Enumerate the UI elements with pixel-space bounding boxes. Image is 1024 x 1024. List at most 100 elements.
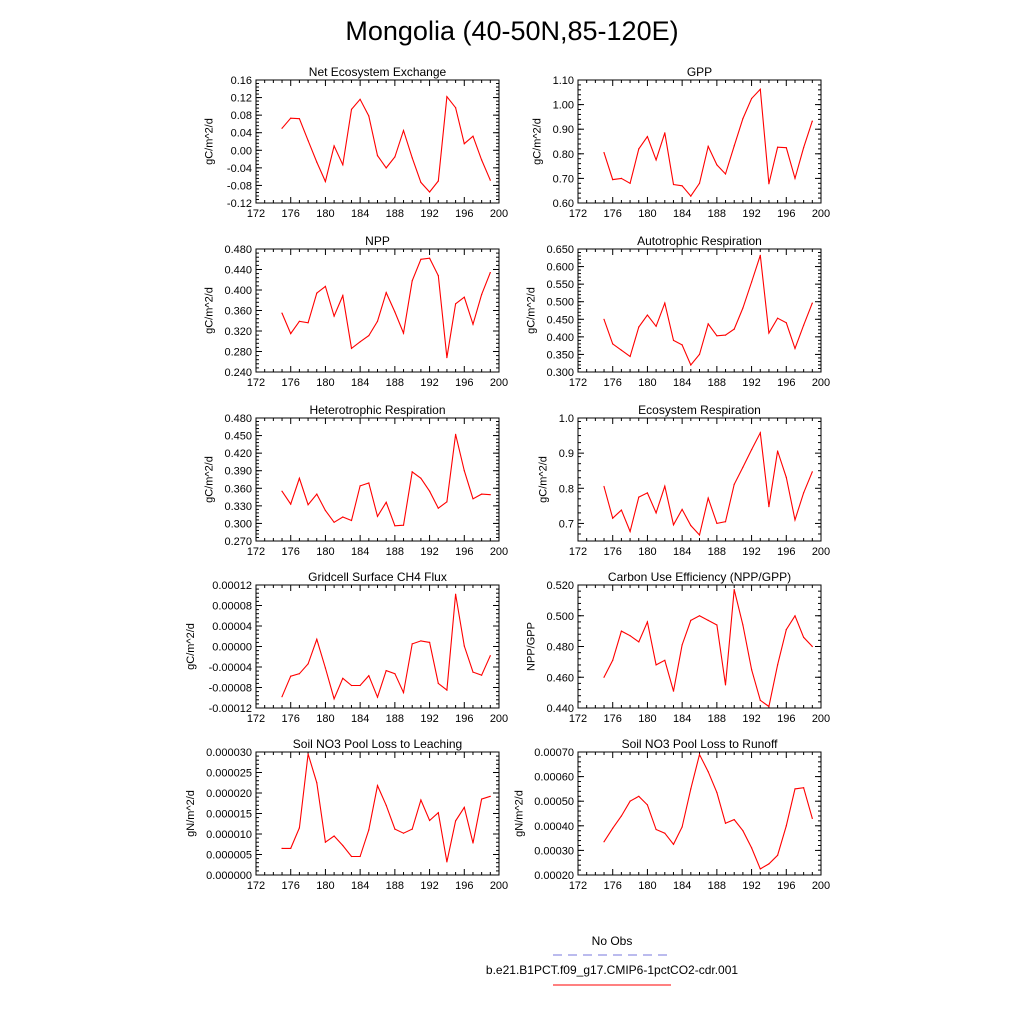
panel-npp-frame bbox=[255, 248, 500, 373]
panel-soil-no3-pool-loss-to-leaching-xtick-label: 188 bbox=[386, 880, 404, 892]
panel-ecosystem-respiration-xtick-label: 200 bbox=[812, 546, 830, 558]
panel-npp-data-point bbox=[359, 341, 361, 343]
panel-npp-xtick-label: 196 bbox=[455, 377, 473, 389]
panel-soil-no3-pool-loss-to-runoff-data-point bbox=[620, 815, 623, 817]
panel-carbon-use-efficiency-npp-gpp-data-point bbox=[646, 621, 649, 623]
panel-npp-data-point bbox=[437, 275, 439, 277]
panel-autotrophic-respiration-data-point bbox=[794, 347, 796, 350]
panel-gpp-data-point bbox=[803, 147, 805, 149]
panel-soil-no3-pool-loss-to-leaching-data-point bbox=[429, 819, 431, 822]
panel-gpp-xtick-label: 180 bbox=[638, 208, 656, 220]
panel-soil-no3-pool-loss-to-runoff-data-point bbox=[733, 819, 735, 821]
panel-gridcell-surface-ch4-flux-data-point bbox=[281, 696, 283, 698]
panel-heterotrophic-respiration-series-line bbox=[281, 434, 491, 527]
panel-net-ecosystem-exchange-xtick-label: 200 bbox=[490, 208, 508, 220]
panel-gridcell-surface-ch4-flux-data-point bbox=[481, 674, 483, 676]
panel-soil-no3-pool-loss-to-leaching-series-line bbox=[282, 753, 491, 863]
panel-gridcell-surface-ch4-flux-ytick-label: 0.00012 bbox=[212, 580, 252, 592]
panel-soil-no3-pool-loss-to-leaching-data-point bbox=[463, 806, 465, 809]
panel-gridcell-surface-ch4-flux-data-point bbox=[402, 692, 405, 694]
panel-heterotrophic-respiration-data-point bbox=[368, 482, 370, 484]
panel-npp-data-point bbox=[472, 323, 474, 325]
panel-carbon-use-efficiency-npp-gpp-ytick-label: 0.460 bbox=[546, 672, 574, 684]
panel-soil-no3-pool-loss-to-leaching-data-point bbox=[333, 835, 335, 837]
panel-heterotrophic-respiration-data-point bbox=[446, 501, 448, 503]
panel-net-ecosystem-exchange-data-point bbox=[420, 181, 422, 183]
panel-net-ecosystem-exchange-data-point bbox=[385, 167, 387, 169]
panel-carbon-use-efficiency-npp-gpp-ytick-label: 0.440 bbox=[546, 703, 574, 715]
panel-gridcell-surface-ch4-flux-data-point bbox=[290, 675, 292, 677]
panel-heterotrophic-respiration-data-point bbox=[472, 498, 474, 500]
panel-autotrophic-respiration-data-point bbox=[603, 318, 605, 320]
panel-carbon-use-efficiency-npp-gpp-xtick-label: 172 bbox=[569, 713, 587, 725]
panel-gridcell-surface-ch4-flux-data-point bbox=[385, 670, 387, 672]
panel-gpp-ytick-label: 1.00 bbox=[553, 100, 574, 112]
legend: No Obs b.e21.B1PCT.f09_g17.CMIP6-1pctCO2… bbox=[486, 934, 738, 986]
panel-gridcell-surface-ch4-flux-data-point bbox=[376, 696, 379, 698]
panel-autotrophic-respiration-data-point bbox=[742, 307, 744, 309]
panel-soil-no3-pool-loss-to-runoff-data-point bbox=[803, 787, 805, 789]
panel-gpp-data-point bbox=[759, 88, 761, 90]
panel-gpp-data-point bbox=[724, 173, 727, 175]
panel-net-ecosystem-exchange-data-point bbox=[429, 191, 431, 193]
panel-autotrophic-respiration-data-point bbox=[672, 339, 675, 341]
panel-net-ecosystem-exchange-data-point bbox=[472, 135, 474, 137]
panel-carbon-use-efficiency-npp-gpp-data-point bbox=[629, 635, 631, 637]
panel-ecosystem-respiration-data-point bbox=[733, 483, 735, 485]
panel-gridcell-surface-ch4-flux-xtick-label: 180 bbox=[316, 713, 334, 725]
panel-soil-no3-pool-loss-to-leaching-ytick-label: 0.000005 bbox=[206, 850, 252, 862]
panel-autotrophic-respiration-data-point bbox=[777, 317, 779, 319]
panel-net-ecosystem-exchange-ytick-label: 0.04 bbox=[231, 128, 252, 140]
panel-npp-ytick-label: 0.440 bbox=[224, 265, 252, 277]
panel-npp-data-point bbox=[376, 320, 379, 322]
legend-label-no-obs: No Obs bbox=[592, 934, 633, 948]
panel-ecosystem-respiration-data-point bbox=[603, 485, 605, 488]
panel-carbon-use-efficiency-npp-gpp-xtick-label: 200 bbox=[812, 713, 830, 725]
panel-soil-no3-pool-loss-to-runoff-frame bbox=[577, 751, 822, 876]
panel-npp: NPP 172 176 180 184 188 192 196 200 0.240 0.280 0.3… bbox=[204, 234, 509, 389]
panel-soil-no3-pool-loss-to-leaching-frame bbox=[255, 751, 500, 876]
panel-net-ecosystem-exchange-data-point bbox=[359, 98, 361, 100]
panel-autotrophic-respiration-data-point bbox=[803, 324, 805, 326]
panel-heterotrophic-respiration-data-point bbox=[411, 471, 413, 473]
panel-heterotrophic-respiration-xtick-label: 192 bbox=[420, 546, 438, 558]
panel-gpp-ytick-label: 1.10 bbox=[553, 75, 574, 87]
panel-npp-xtick-label: 180 bbox=[316, 377, 334, 389]
panel-gpp-data-point bbox=[751, 97, 753, 100]
panel-gpp-data-point bbox=[638, 148, 640, 150]
panel-net-ecosystem-exchange-data-point bbox=[324, 180, 326, 183]
panel-heterotrophic-respiration-data-point bbox=[481, 493, 483, 495]
panel-carbon-use-efficiency-npp-gpp-data-point bbox=[724, 684, 727, 686]
panel-net-ecosystem-exchange-data-point bbox=[376, 155, 379, 157]
panel-npp-ytick-label: 0.400 bbox=[224, 285, 252, 297]
panel-ecosystem-respiration-data-point bbox=[759, 432, 761, 434]
panel-carbon-use-efficiency-npp-gpp-xtick-label: 196 bbox=[777, 713, 795, 725]
panel-net-ecosystem-exchange-xtick-label: 192 bbox=[420, 208, 438, 220]
panel-gridcell-surface-ch4-flux-xtick-label: 184 bbox=[351, 713, 369, 725]
panel-npp-series-line bbox=[281, 257, 491, 358]
panel-npp-data-point bbox=[298, 320, 300, 322]
panel-net-ecosystem-exchange-data-point bbox=[342, 164, 344, 166]
panel-npp-data-point bbox=[489, 272, 491, 274]
panel-gridcell-surface-ch4-flux-data-point bbox=[316, 638, 318, 640]
panel-ecosystem-respiration-data-point bbox=[724, 521, 727, 523]
panel-autotrophic-respiration-xtick-label: 196 bbox=[777, 377, 795, 389]
panel-gpp-data-point bbox=[777, 146, 779, 148]
panel-autotrophic-respiration-ytick-label: 0.550 bbox=[546, 279, 574, 291]
panel-carbon-use-efficiency-npp-gpp-ytick-label: 0.500 bbox=[546, 611, 574, 623]
panel-heterotrophic-respiration-data-point bbox=[455, 433, 457, 435]
panel-soil-no3-pool-loss-to-leaching-xtick-label: 200 bbox=[490, 880, 508, 892]
panel-net-ecosystem-exchange-xtick-label: 188 bbox=[386, 208, 404, 220]
panel-npp-data-point bbox=[420, 258, 422, 260]
panel-soil-no3-pool-loss-to-runoff-data-point bbox=[811, 817, 813, 820]
panel-soil-no3-pool-loss-to-runoff-ytick-label: 0.00030 bbox=[534, 845, 574, 857]
panel-soil-no3-pool-loss-to-leaching-data-point bbox=[324, 841, 326, 843]
panel-gridcell-surface-ch4-flux-data-point bbox=[359, 684, 361, 687]
panel-soil-no3-pool-loss-to-runoff-data-point bbox=[794, 788, 796, 790]
panel-autotrophic-respiration-xtick-label: 180 bbox=[638, 377, 656, 389]
panel-gpp-data-point bbox=[742, 118, 744, 120]
panel-autotrophic-respiration-data-point bbox=[716, 335, 718, 337]
panel-gpp-data-point bbox=[811, 120, 813, 122]
panel-npp-data-point bbox=[333, 315, 335, 317]
panel-heterotrophic-respiration-data-point bbox=[333, 521, 335, 523]
